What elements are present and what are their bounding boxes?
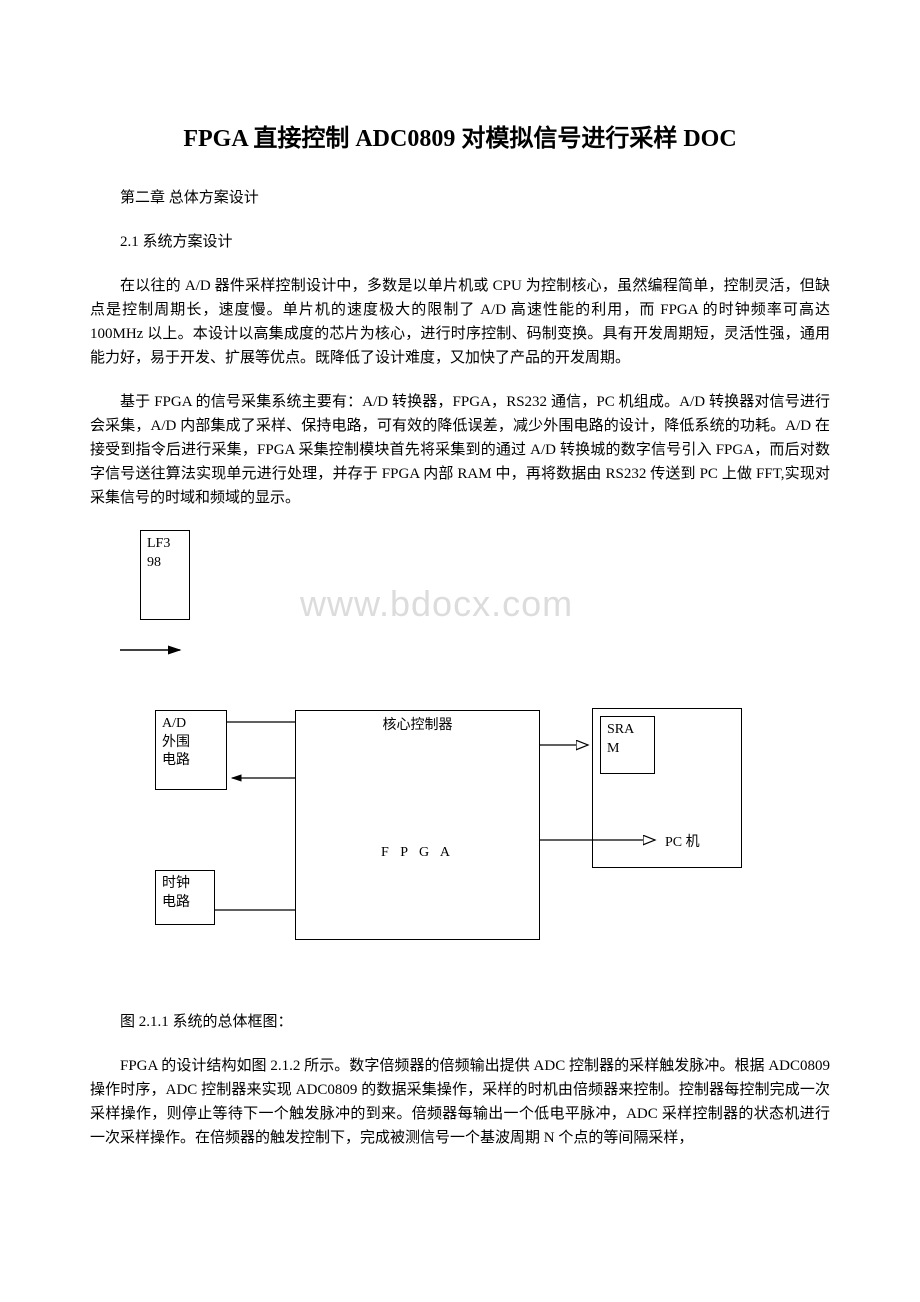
paragraph-1: 在以往的 A/D 器件采样控制设计中，多数是以单片机或 CPU 为控制核心，虽然…: [90, 274, 830, 370]
chapter-heading: 第二章 总体方案设计: [90, 186, 830, 210]
document-title: FPGA 直接控制 ADC0809 对模拟信号进行采样 DOC: [90, 120, 830, 158]
system-block-diagram: www.bdocx.com LF3 98 A/D 外围 电路 核心控制器 F P…: [120, 530, 860, 1000]
node-ad-line3: 电路: [162, 753, 190, 768]
node-ad-line1: A/D: [162, 716, 186, 731]
node-clock-line2: 电路: [162, 895, 190, 910]
node-lf398: LF3 98: [140, 530, 190, 620]
node-clock: 时钟 电路: [155, 870, 215, 925]
paragraph-3: FPGA 的设计结构如图 2.1.2 所示。数字倍频器的倍频输出提供 ADC 控…: [90, 1054, 830, 1150]
figure-caption: 图 2.1.1 系统的总体框图：: [90, 1010, 830, 1034]
node-ad-line2: 外围: [162, 735, 190, 750]
node-fpga-label: F P G A: [302, 844, 533, 862]
node-pc-label: PC 机: [665, 832, 700, 854]
section-heading: 2.1 系统方案设计: [90, 230, 830, 254]
paragraph-2: 基于 FPGA 的信号采集系统主要有：A/D 转换器，FPGA，RS232 通信…: [90, 390, 830, 510]
node-lf398-line1: LF3: [147, 536, 170, 551]
node-fpga: 核心控制器 F P G A: [295, 710, 540, 940]
node-core-controller: 核心控制器: [302, 717, 533, 735]
node-lf398-line2: 98: [147, 555, 161, 570]
node-ad-peripheral: A/D 外围 电路: [155, 710, 227, 790]
node-clock-line1: 时钟: [162, 876, 190, 891]
